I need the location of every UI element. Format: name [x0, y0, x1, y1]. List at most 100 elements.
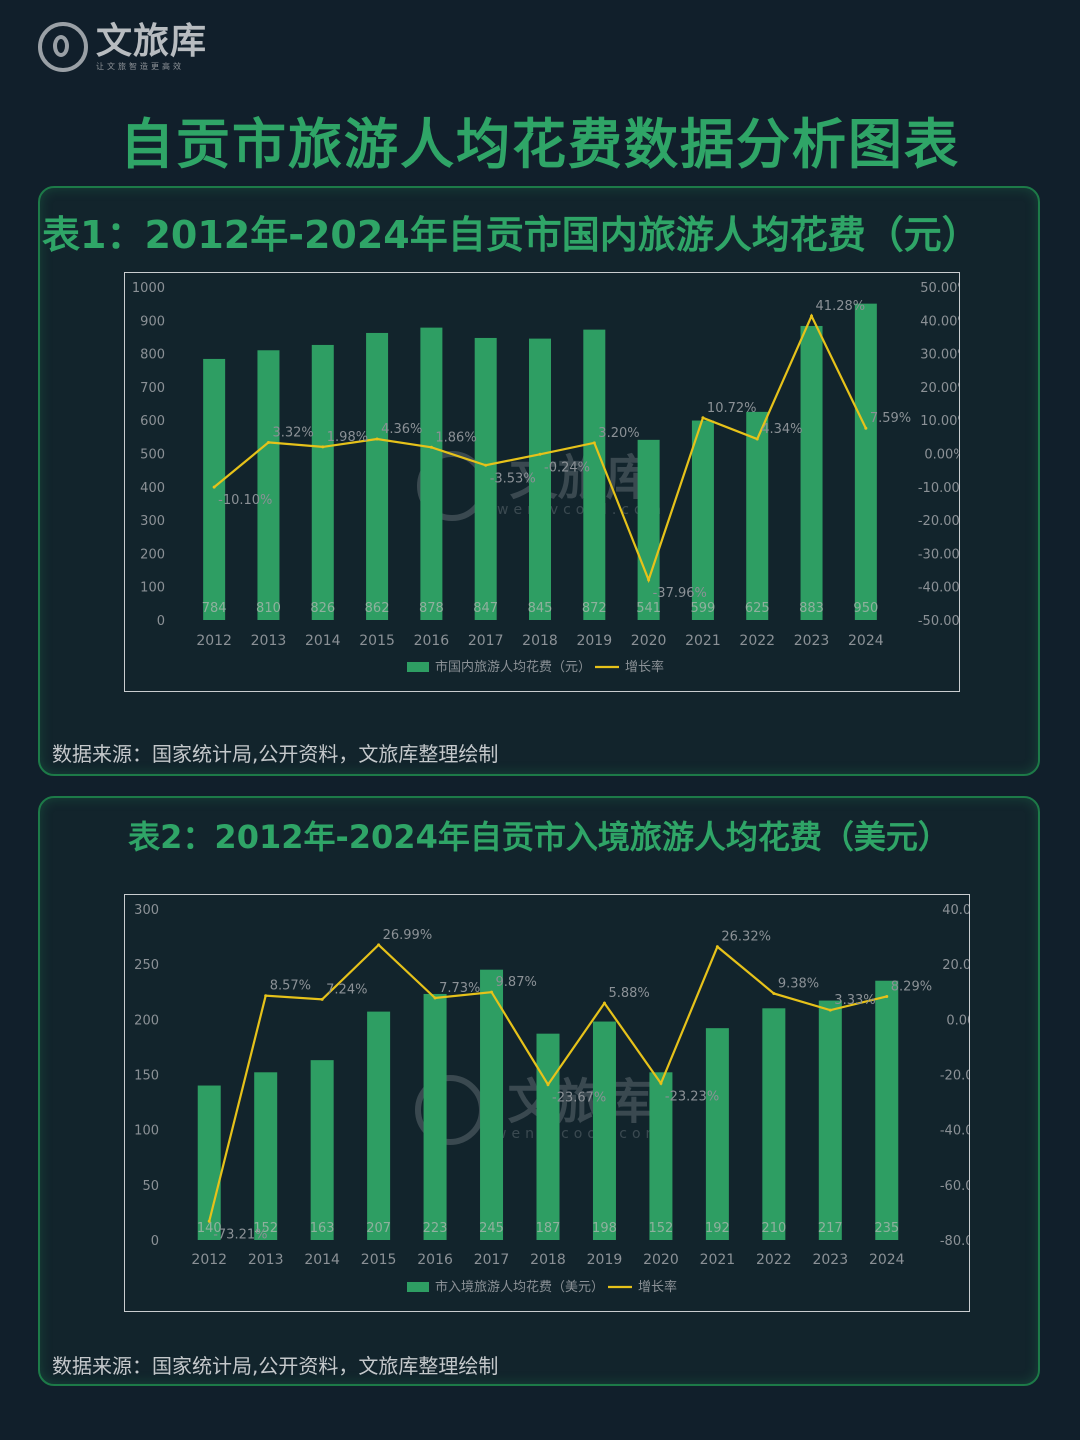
bar-value-label: 625 [745, 601, 770, 616]
growth-rate-label: 26.32% [721, 930, 771, 945]
bar [311, 344, 334, 620]
bar [762, 1008, 786, 1240]
bar [637, 439, 660, 620]
growth-rate-point [885, 994, 889, 998]
x-tick-label: 2015 [359, 633, 395, 649]
chart-1-frame: 文旅库 wenlvcool.com 0 100 200 300 400 500 600 700… [124, 272, 960, 692]
bar-value-label: 235 [874, 1221, 899, 1236]
chart-2-source: 数据来源：国家统计局,公开资料，文旅库整理绘制 [52, 1354, 499, 1378]
y-left-tick-label: 250 [134, 958, 159, 973]
x-tick-label: 2015 [361, 1252, 397, 1268]
bar-value-label: 872 [582, 601, 607, 616]
y-left-tick-label: 400 [140, 481, 165, 496]
bar-value-label: 163 [310, 1221, 335, 1236]
bar [818, 1000, 842, 1240]
growth-rate-label: 8.29% [891, 979, 932, 994]
page-title: 自贡市旅游人均花费数据分析图表 [120, 113, 960, 176]
bar [367, 1011, 391, 1240]
watermark-2: 文旅库 wenlvcool.com [415, 1075, 664, 1145]
y-right-tick-label: 10.00% [920, 414, 959, 429]
growth-rate-point [377, 943, 381, 947]
y-left-tick-label: 1000 [132, 281, 165, 296]
bar-value-label: 883 [799, 601, 824, 616]
bar-value-label: 140 [197, 1221, 222, 1236]
y-right-tick-label: 20.00% [920, 381, 959, 396]
bar-value-label: 878 [419, 601, 444, 616]
bar [583, 329, 606, 620]
bar [592, 1021, 616, 1240]
y-right-tick-label: -60.00% [940, 1179, 969, 1194]
growth-rate-point [321, 445, 325, 449]
y-left-tick-label: 300 [140, 514, 165, 529]
bar-value-label: 207 [366, 1221, 391, 1236]
y-left-tick-label: 100 [140, 581, 165, 596]
x-tick-label: 2017 [468, 633, 504, 649]
bar [474, 337, 497, 620]
x-tick-label: 2018 [522, 633, 558, 649]
bar [746, 411, 769, 620]
y-right-tick-label: 0.00% [946, 1013, 969, 1028]
growth-rate-label: -37.96% [653, 586, 707, 601]
growth-rate-point [212, 485, 216, 489]
legend-line-label: 增长率 [638, 1279, 677, 1295]
y-right-tick-label: -30.00% [918, 547, 959, 562]
growth-rate-point [433, 996, 437, 1000]
y-right-tick-label: 20.00% [942, 958, 969, 973]
bar-value-label: 847 [473, 601, 498, 616]
growth-rate-label: -0.24% [544, 460, 590, 475]
chart-2-frame: 文旅库 wenlvcool.com 0 50 100 150 200 250 300 -80.… [124, 894, 970, 1312]
chart-1-source: 数据来源：国家统计局,公开资料，文旅库整理绘制 [52, 742, 499, 766]
x-tick-label: 2022 [756, 1252, 792, 1268]
y-right-tick-label: 50.00% [920, 281, 959, 296]
growth-rate-point [484, 463, 488, 467]
y-right-tick-label: 30.00% [920, 348, 959, 363]
bar-value-label: 210 [761, 1221, 786, 1236]
y-right-tick-label: -20.00% [918, 514, 959, 529]
bar-value-label: 152 [649, 1221, 674, 1236]
y-left-tick-label: 0 [151, 1234, 159, 1249]
bar [257, 350, 280, 620]
y-left-tick-label: 100 [134, 1124, 159, 1139]
growth-rate-label: 10.72% [707, 401, 757, 416]
growth-rate-label: -3.53% [490, 471, 536, 486]
bar-value-label: 223 [423, 1221, 448, 1236]
x-tick-label: 2018 [530, 1252, 566, 1268]
growth-rate-point [864, 426, 868, 430]
legend-bar-label: 市国内旅游人均花费（元） [435, 659, 591, 675]
growth-rate-label: 41.28% [816, 299, 866, 314]
bar [254, 1072, 278, 1240]
y-left-tick-label: 200 [134, 1013, 159, 1028]
chart-card-2: 表2：2012年-2024年自贡市入境旅游人均花费（美元） 文旅库 wenlvc… [38, 796, 1040, 1386]
watermark-url: wenlvcool.com [495, 1126, 665, 1142]
growth-rate-point [592, 441, 596, 445]
growth-rate-point [659, 1081, 663, 1085]
x-tick-label: 2023 [794, 633, 830, 649]
x-tick-label: 2016 [414, 633, 450, 649]
x-tick-label: 2012 [196, 633, 232, 649]
x-tick-label: 2013 [248, 1252, 284, 1268]
growth-rate-point [266, 440, 270, 444]
legend-bar-swatch [407, 1282, 429, 1292]
growth-rate-label: -10.10% [218, 493, 272, 508]
y-right-tick-label: 40.00% [942, 903, 969, 918]
brand-logo: 文旅库 让文旅智造更高效 [38, 22, 207, 72]
bar [203, 358, 226, 620]
watermark-name: 文旅库 [507, 1074, 652, 1130]
x-tick-label: 2020 [643, 1252, 679, 1268]
growth-rate-label: 3.20% [598, 426, 639, 441]
x-tick-label: 2020 [631, 633, 667, 649]
legend-bar-swatch [407, 662, 429, 672]
growth-rate-point [375, 437, 379, 441]
x-tick-label: 2021 [700, 1252, 736, 1268]
chart-2-svg: 0 50 100 150 200 250 300 -80.00% -60.00% -40.00% -… [134, 903, 969, 1295]
bar [423, 993, 447, 1240]
y-left-tick-label: 600 [140, 414, 165, 429]
bar [691, 420, 714, 620]
x-tick-label: 2019 [576, 633, 612, 649]
y-right-tick-label: -40.00% [918, 581, 959, 596]
bar [366, 332, 389, 620]
growth-rate-label: 4.34% [761, 422, 802, 437]
legend-line-label: 增长率 [625, 659, 664, 675]
y-left-tick-label: 0 [157, 614, 165, 629]
bar-value-label: 217 [818, 1221, 843, 1236]
